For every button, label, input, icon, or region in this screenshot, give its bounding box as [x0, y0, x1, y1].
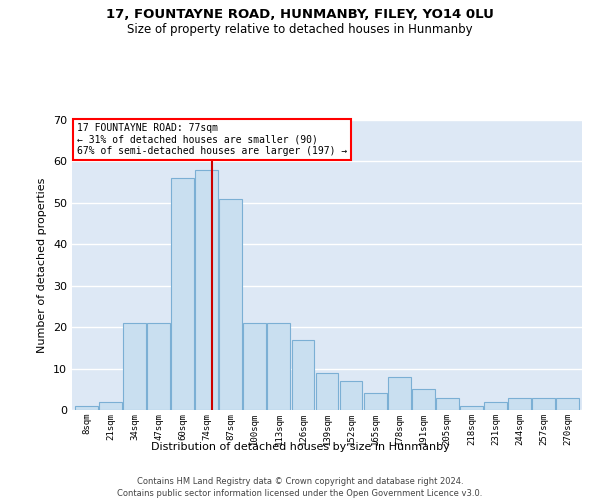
Text: 17 FOUNTAYNE ROAD: 77sqm
← 31% of detached houses are smaller (90)
67% of semi-d: 17 FOUNTAYNE ROAD: 77sqm ← 31% of detach…: [77, 123, 347, 156]
Text: Contains public sector information licensed under the Open Government Licence v3: Contains public sector information licen…: [118, 489, 482, 498]
Bar: [316, 372, 338, 410]
Bar: [292, 340, 314, 410]
Bar: [147, 323, 170, 410]
Bar: [75, 406, 98, 410]
Bar: [484, 402, 507, 410]
Bar: [171, 178, 194, 410]
Text: Contains HM Land Registry data © Crown copyright and database right 2024.: Contains HM Land Registry data © Crown c…: [137, 478, 463, 486]
Bar: [195, 170, 218, 410]
Bar: [460, 406, 483, 410]
Bar: [99, 402, 122, 410]
Bar: [436, 398, 459, 410]
Bar: [244, 323, 266, 410]
Bar: [388, 377, 410, 410]
Text: Distribution of detached houses by size in Hunmanby: Distribution of detached houses by size …: [151, 442, 449, 452]
Bar: [123, 323, 146, 410]
Bar: [556, 398, 579, 410]
Bar: [220, 198, 242, 410]
Bar: [532, 398, 555, 410]
Bar: [508, 398, 531, 410]
Bar: [364, 394, 386, 410]
Bar: [340, 381, 362, 410]
Bar: [268, 323, 290, 410]
Bar: [412, 390, 434, 410]
Text: Size of property relative to detached houses in Hunmanby: Size of property relative to detached ho…: [127, 22, 473, 36]
Y-axis label: Number of detached properties: Number of detached properties: [37, 178, 47, 352]
Text: 17, FOUNTAYNE ROAD, HUNMANBY, FILEY, YO14 0LU: 17, FOUNTAYNE ROAD, HUNMANBY, FILEY, YO1…: [106, 8, 494, 20]
